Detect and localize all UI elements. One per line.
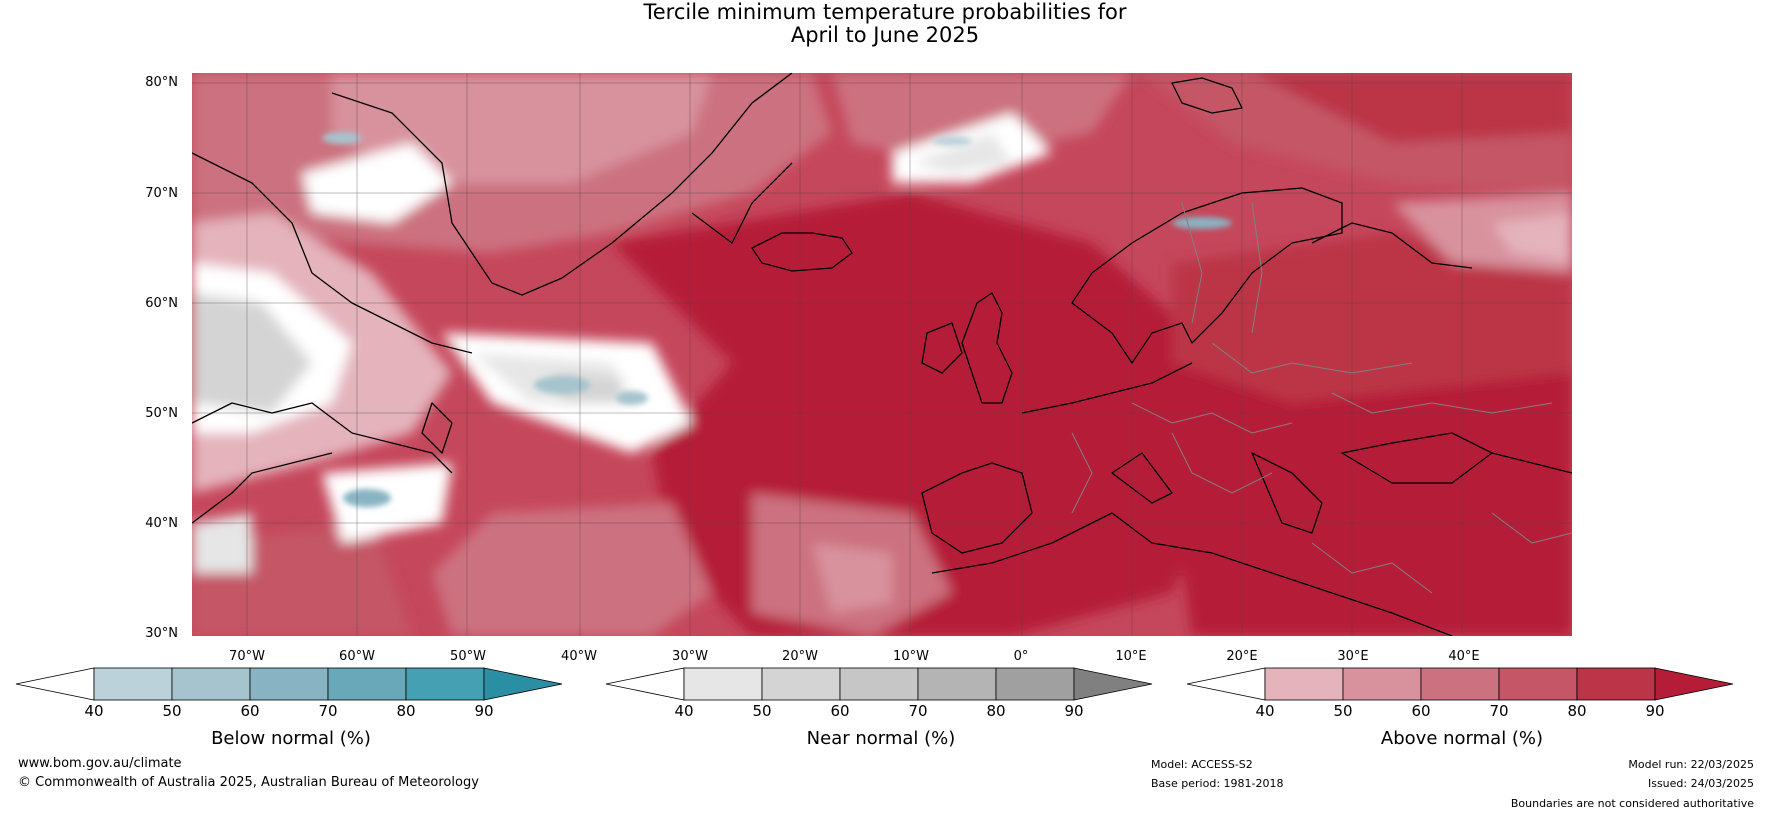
footer-base-period: Base period: 1981-2018 — [1151, 777, 1284, 790]
lat-label-60n: 60°N — [145, 296, 178, 311]
map-title-line2: April to June 2025 — [790, 23, 980, 47]
colorbar-under-arrow — [1186, 667, 1266, 701]
lat-label-80n: 80°N — [145, 75, 178, 90]
colorbar-segment — [1576, 667, 1656, 701]
footer-copyright: © Commonwealth of Australia 2025, Austra… — [18, 775, 479, 790]
below-normal-patches — [322, 132, 1232, 507]
probability-fields — [192, 73, 1572, 636]
colorbar-tick-label: 80 — [1567, 702, 1587, 720]
colorbar-under-arrow — [605, 667, 685, 701]
probability-map — [192, 73, 1572, 636]
colorbar-tick-label: 40 — [674, 702, 694, 720]
colorbar-above-normal — [1186, 667, 1734, 702]
colorbar-tick-label: 90 — [1645, 702, 1665, 720]
colorbar-tick-label: 70 — [908, 702, 928, 720]
colorbar-tick-label: 90 — [474, 702, 494, 720]
lon-label-40e: 40°E — [1448, 649, 1480, 664]
lon-label-20w: 20°W — [782, 649, 818, 664]
colorbar-over-arrow — [483, 667, 563, 701]
lon-label-70w: 70°W — [229, 649, 265, 664]
colorbar-tick-label: 60 — [830, 702, 850, 720]
lon-label-0: 0° — [1013, 649, 1029, 664]
colorbar-graphic — [605, 667, 1153, 701]
colorbar-over-arrow — [1654, 667, 1734, 701]
colorbar-segment — [683, 667, 763, 701]
lat-label-50n: 50°N — [145, 406, 178, 421]
colorbar-label-below-normal: Below normal (%) — [211, 728, 371, 749]
lat-label-30n: 30°N — [145, 626, 178, 641]
colorbar-tick-label: 40 — [1255, 702, 1275, 720]
lat-label-40n: 40°N — [145, 516, 178, 531]
colorbar-segment — [1342, 667, 1422, 701]
footer-model: Model: ACCESS-S2 — [1151, 758, 1253, 771]
lon-label-60w: 60°W — [339, 649, 375, 664]
colorbar-label-above-normal: Above normal (%) — [1380, 728, 1544, 749]
map-title-line1: Tercile minimum temperature probabilitie… — [643, 0, 1127, 24]
lon-label-30e: 30°E — [1337, 649, 1369, 664]
colorbar-segment — [1498, 667, 1578, 701]
colorbar-segment — [995, 667, 1075, 701]
colorbar-segment — [327, 667, 407, 701]
lon-label-40w: 40°W — [561, 649, 597, 664]
footer-disclaimer: Boundaries are not considered authoritat… — [1510, 797, 1754, 810]
colorbar-tick-label: 60 — [1411, 702, 1431, 720]
coastlines — [192, 73, 1572, 636]
colorbar-tick-label: 90 — [1064, 702, 1084, 720]
colorbar-tick-label: 40 — [84, 702, 104, 720]
footer-website: www.bom.gov.au/climate — [18, 756, 182, 771]
lon-label-50w: 50°W — [450, 649, 486, 664]
lon-label-30w: 30°W — [672, 649, 708, 664]
colorbar-tick-label: 50 — [752, 702, 772, 720]
colorbar-over-arrow — [1073, 667, 1153, 701]
colorbar-segment — [1420, 667, 1500, 701]
colorbar-segment — [249, 667, 329, 701]
map-canvas — [192, 73, 1572, 636]
colorbar-tick-label: 70 — [318, 702, 338, 720]
country-borders — [1071, 202, 1572, 594]
lon-label-10w: 10°W — [893, 649, 929, 664]
colorbar-under-arrow — [15, 667, 95, 701]
colorbar-tick-label: 80 — [986, 702, 1006, 720]
colorbar-graphic — [1186, 667, 1734, 701]
colorbar-graphic — [15, 667, 563, 701]
colorbar-tick-label: 50 — [162, 702, 182, 720]
lon-label-10e: 10°E — [1115, 649, 1147, 664]
colorbar-below-normal — [15, 667, 563, 702]
colorbar-label-near-normal: Near normal (%) — [806, 728, 956, 749]
graticule — [192, 73, 1572, 636]
lon-label-20e: 20°E — [1226, 649, 1258, 664]
colorbar-segment — [93, 667, 173, 701]
colorbar-segment — [405, 667, 485, 701]
colorbar-segment — [917, 667, 997, 701]
footer-model-run: Model run: 22/03/2025 — [1628, 758, 1754, 771]
lat-label-70n: 70°N — [145, 186, 178, 201]
colorbar-segment — [1264, 667, 1344, 701]
colorbar-tick-label: 50 — [1333, 702, 1353, 720]
colorbar-segment — [839, 667, 919, 701]
colorbar-tick-label: 60 — [240, 702, 260, 720]
footer-issued: Issued: 24/03/2025 — [1647, 777, 1754, 790]
colorbar-near-normal — [605, 667, 1153, 702]
colorbar-tick-label: 80 — [396, 702, 416, 720]
colorbar-segment — [761, 667, 841, 701]
colorbar-tick-label: 70 — [1489, 702, 1509, 720]
colorbar-segment — [171, 667, 251, 701]
